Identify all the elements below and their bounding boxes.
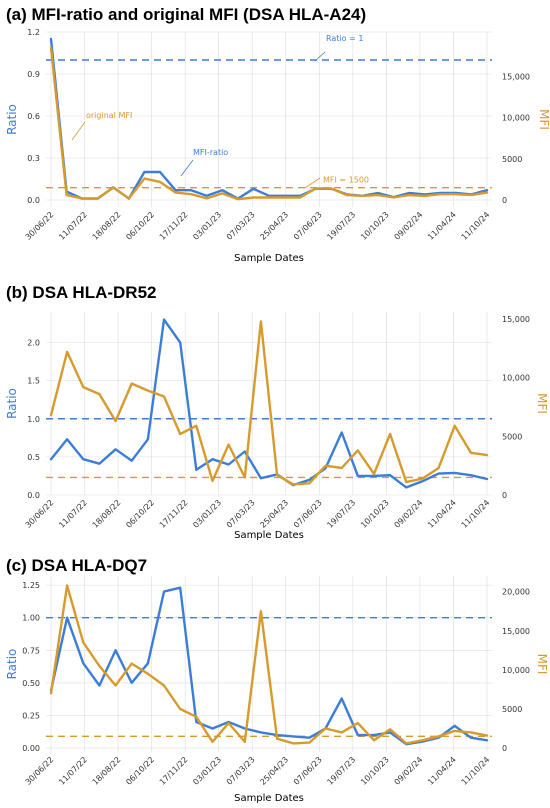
x-axis-label: Sample Dates — [234, 793, 304, 804]
x-tick-label: 11/10/24 — [460, 498, 492, 530]
x-tick-label: 25/04/23 — [258, 755, 290, 787]
series-label: MFI-ratio — [193, 148, 228, 157]
x-tick-label: 10/10/23 — [359, 210, 391, 242]
mfi-series-line — [49, 584, 489, 745]
y2-axis-label: MFI — [537, 109, 550, 130]
y2-tick-label: 10,000 — [502, 114, 530, 123]
x-tick-label: 10/10/23 — [359, 498, 391, 530]
chart-title: (a) MFI-ratio and original MFI (DSA HLA-… — [6, 5, 366, 24]
y2-tick-label: 15,000 — [502, 315, 530, 324]
y2-tick-label: 5000 — [502, 432, 522, 441]
y2-tick-label: 0 — [502, 744, 507, 753]
y-tick-label: 0.0 — [27, 196, 40, 205]
x-tick-label: 25/04/23 — [258, 498, 290, 530]
y-tick-label: 1.0 — [27, 415, 40, 424]
x-tick-label: 17/11/22 — [158, 755, 190, 787]
chart-panel-1: (a) MFI-ratio and original MFI (DSA HLA-… — [5, 5, 550, 264]
annotation-pointer — [71, 121, 86, 141]
x-tick-label: 19/07/23 — [325, 498, 357, 530]
y-tick-label: 1.00 — [22, 614, 40, 623]
y2-tick-label: 0 — [502, 196, 507, 205]
x-tick-label: 17/11/22 — [158, 210, 190, 242]
x-tick-label: 03/01/23 — [191, 498, 223, 530]
y2-tick-label: 5000 — [502, 705, 522, 714]
chart-title: (b) DSA HLA-DR52 — [6, 283, 156, 302]
x-tick-label: 18/08/22 — [91, 498, 123, 530]
x-tick-label: 25/04/23 — [258, 210, 290, 242]
annotation-pointer — [304, 177, 321, 189]
x-tick-label: 11/10/24 — [460, 755, 492, 787]
chart-panel-2: (b) DSA HLA-DR52 0.0 0.5 1.0 1.5 2.0 0 5000 10,0… — [5, 283, 549, 541]
y2-tick-label: 15,000 — [502, 627, 530, 636]
x-tick-label: 06/10/22 — [124, 755, 156, 787]
y-tick-label: 0.00 — [22, 744, 40, 753]
x-tick-label: 07/03/23 — [225, 755, 257, 787]
y-tick-label: 0.3 — [27, 154, 40, 163]
y-tick-label: 1.2 — [27, 28, 40, 37]
y-tick-label: 0.6 — [27, 112, 40, 121]
y-tick-label: 0.25 — [22, 711, 40, 720]
y-tick-label: 1.5 — [27, 377, 40, 386]
x-tick-label: 17/11/22 — [158, 498, 190, 530]
x-tick-label: 19/07/23 — [325, 755, 357, 787]
x-tick-label: 11/07/22 — [57, 498, 89, 530]
y-tick-label: 0.9 — [27, 70, 40, 79]
y-tick-label: 1.25 — [22, 581, 40, 590]
reference-line-label: Ratio = 1 — [326, 34, 363, 43]
x-tick-label: 09/02/24 — [393, 498, 425, 530]
annotation-pointer — [314, 51, 326, 62]
x-tick-label: 06/10/22 — [124, 498, 156, 530]
y2-tick-label: 20,000 — [502, 588, 530, 597]
x-tick-label: 03/01/23 — [191, 210, 223, 242]
x-tick-label: 07/03/23 — [225, 210, 257, 242]
y2-tick-label: 0 — [502, 491, 507, 500]
x-tick-label: 11/07/22 — [57, 210, 89, 242]
x-tick-label: 11/04/24 — [426, 755, 458, 787]
y2-axis-label: MFI — [535, 393, 549, 414]
x-tick-label: 30/06/22 — [24, 755, 56, 787]
y2-tick-label: 5000 — [502, 155, 522, 164]
series-label: original MFI — [86, 111, 132, 120]
x-tick-label: 11/04/24 — [426, 210, 458, 242]
x-tick-label: 11/10/24 — [460, 210, 492, 242]
x-tick-label: 09/02/24 — [393, 210, 425, 242]
x-tick-label: 18/08/22 — [91, 755, 123, 787]
mfi-series-line — [49, 46, 489, 201]
ratio-series-line — [49, 318, 489, 489]
x-tick-label: 07/06/23 — [292, 498, 324, 530]
y-axis-label: Ratio — [5, 388, 19, 419]
x-tick-label: 09/02/24 — [393, 755, 425, 787]
chart-panel-3: (c) DSA HLA-DQ7 0.00 0.25 0.50 0.75 1.00 1.25 0… — [5, 556, 549, 804]
x-tick-label: 11/04/24 — [426, 498, 458, 530]
x-tick-label: 10/10/23 — [359, 755, 391, 787]
y2-tick-label: 10,000 — [502, 374, 530, 383]
reference-line-label: MFI = 1500 — [323, 176, 369, 185]
annotation-pointer — [180, 159, 194, 177]
x-tick-label: 30/06/22 — [24, 210, 56, 242]
x-axis-label: Sample Dates — [234, 253, 304, 264]
chart-title: (c) DSA HLA-DQ7 — [6, 556, 147, 575]
x-tick-label: 07/06/23 — [292, 755, 324, 787]
x-tick-label: 30/06/22 — [24, 498, 56, 530]
x-tick-label: 11/07/22 — [57, 755, 89, 787]
x-axis-label: Sample Dates — [234, 530, 304, 541]
x-tick-label: 07/03/23 — [225, 498, 257, 530]
y2-axis-label: MFI — [535, 654, 549, 675]
x-tick-label: 06/10/22 — [124, 210, 156, 242]
x-tick-label: 03/01/23 — [191, 755, 223, 787]
y-tick-label: 2.0 — [27, 339, 40, 348]
y-tick-label: 0.5 — [27, 453, 40, 462]
y-axis-label: Ratio — [5, 104, 19, 135]
y-tick-label: 0.0 — [27, 491, 40, 500]
x-tick-label: 19/07/23 — [325, 210, 357, 242]
y2-tick-label: 10,000 — [502, 666, 530, 675]
x-tick-label: 18/08/22 — [91, 210, 123, 242]
y-tick-label: 0.75 — [22, 646, 40, 655]
x-tick-label: 07/06/23 — [292, 210, 324, 242]
y2-tick-label: 15,000 — [502, 72, 530, 81]
y-tick-label: 0.50 — [22, 679, 40, 688]
y-axis-label: Ratio — [5, 649, 19, 680]
mfi-series-line — [49, 320, 489, 486]
